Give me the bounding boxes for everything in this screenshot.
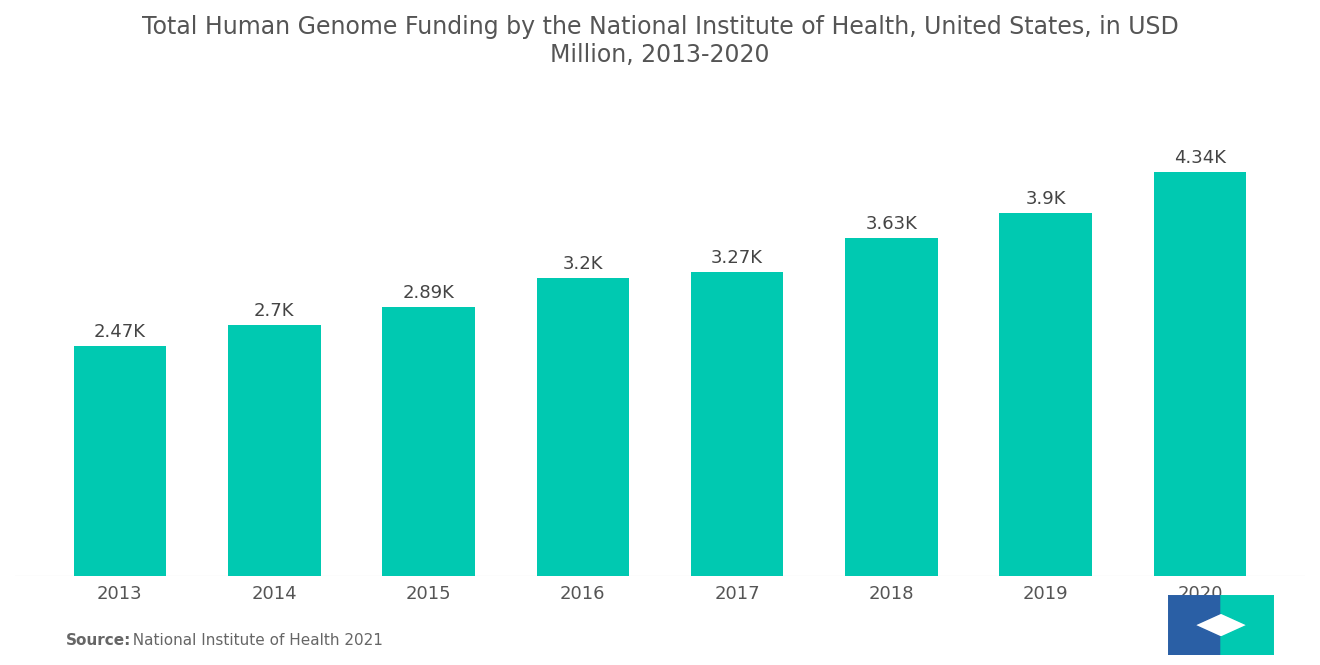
Text: 2.7K: 2.7K [253, 302, 294, 320]
Bar [74, 346, 166, 576]
Bar [1154, 172, 1246, 576]
Text: 3.63K: 3.63K [866, 215, 917, 233]
Text: 4.34K: 4.34K [1173, 149, 1226, 167]
Text: 2.47K: 2.47K [94, 323, 147, 341]
Bar [536, 278, 630, 576]
Bar [690, 272, 784, 576]
Polygon shape [1221, 595, 1274, 655]
Bar [228, 325, 321, 576]
Bar [383, 307, 475, 576]
Text: National Institute of Health 2021: National Institute of Health 2021 [123, 633, 383, 648]
Text: 3.9K: 3.9K [1026, 190, 1067, 208]
Text: 3.27K: 3.27K [711, 249, 763, 267]
Text: 3.2K: 3.2K [562, 255, 603, 273]
Title: Total Human Genome Funding by the National Institute of Health, United States, i: Total Human Genome Funding by the Nation… [141, 15, 1179, 66]
Text: Source:: Source: [66, 633, 132, 648]
Polygon shape [1168, 595, 1221, 655]
Bar [845, 238, 937, 576]
Bar [999, 213, 1092, 576]
Text: 2.89K: 2.89K [403, 284, 454, 302]
